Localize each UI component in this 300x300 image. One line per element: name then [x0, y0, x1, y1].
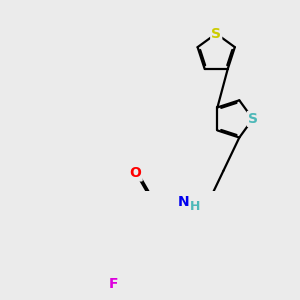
Text: O: O — [130, 167, 142, 180]
Text: N: N — [177, 195, 189, 209]
Text: S: S — [211, 27, 221, 40]
Text: S: S — [248, 112, 258, 126]
Text: H: H — [190, 200, 200, 213]
Text: F: F — [109, 278, 118, 291]
